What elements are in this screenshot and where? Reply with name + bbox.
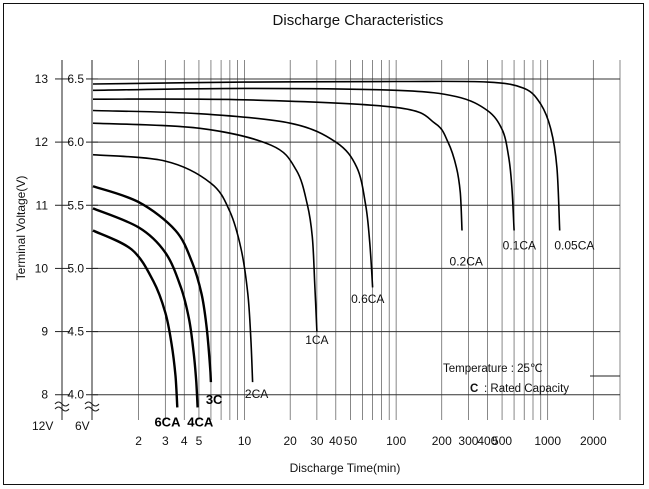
x-tick-label: 2 [135, 434, 142, 448]
x-tick-label: 200 [432, 434, 452, 448]
series-label-2ca: 2CA [245, 387, 268, 401]
axis-base-6v: 6V [75, 419, 90, 433]
y-tick-label-6v: 5.5 [67, 198, 84, 212]
series-label-4ca: 4CA [187, 414, 214, 429]
y-tick-label-6v: 6.5 [67, 72, 84, 86]
x-tick-label: 300 [458, 434, 478, 448]
y-tick-label-12v: 10 [35, 261, 49, 275]
axis-base-12v: 12V [32, 419, 53, 433]
y-tick-label-6v: 5.0 [67, 261, 84, 275]
series-label-6ca: 6CA [154, 414, 181, 429]
y-tick-label-12v: 9 [41, 325, 48, 339]
series-line-4ca [92, 207, 199, 408]
x-tick-label: 1000 [534, 434, 561, 448]
x-tick-label: 5 [196, 434, 203, 448]
series-line-1ca [92, 122, 318, 332]
y-tick-label-12v: 8 [41, 388, 48, 402]
x-tick-label: 40 [329, 434, 343, 448]
x-tick-label: 500 [492, 434, 512, 448]
y-tick-label-6v: 6.0 [67, 135, 84, 149]
x-tick-label: 2000 [580, 434, 607, 448]
y-axis-label: Terminal Voltage(V) [14, 176, 28, 281]
series [92, 80, 561, 408]
x-tick-label: 100 [386, 434, 406, 448]
capacity-key: C [470, 383, 478, 395]
y-tick-label-12v: 13 [35, 72, 49, 86]
series-line-3c [92, 185, 213, 383]
series-label-0-6ca: 0.6CA [351, 292, 384, 306]
x-axis-label: Discharge Time(min) [290, 461, 401, 475]
x-tick-label: 4 [181, 434, 188, 448]
series-line-0-05ca [92, 80, 561, 231]
y-tick-label-12v: 11 [36, 198, 49, 212]
labels: 8 9 10 11 12 13 4.0 4.5 5.0 5.5 6.0 6.5 2 3 4 5 10 20 30 40… [35, 72, 620, 448]
series-label-3c: 3C [206, 392, 223, 407]
axes [54, 60, 100, 420]
x-tick-label: 400 [477, 434, 497, 448]
series-line-0-6ca [92, 109, 374, 288]
series-line-0-1ca [92, 87, 515, 231]
grid [93, 60, 621, 420]
series-label-0-05ca: 0.05CA [554, 238, 594, 252]
capacity-note: : Rated Capacity [484, 383, 569, 395]
axis-break-mark [84, 401, 100, 407]
series-label-1ca: 1CA [305, 333, 328, 347]
y-tick-label-6v: 4.0 [67, 388, 84, 402]
x-tick-label: 3 [162, 434, 169, 448]
series-label-0-1ca: 0.1CA [503, 238, 536, 252]
series-line-2ca [92, 153, 254, 383]
x-tick-label: 50 [344, 434, 358, 448]
axis-break-mark [84, 406, 100, 412]
series-line-6ca [92, 229, 179, 408]
series-line-0-2ca [92, 98, 463, 231]
axis-break-mark [54, 401, 70, 407]
chart-title: Discharge Characteristics [273, 12, 444, 29]
y-tick-label-12v: 12 [35, 135, 49, 149]
x-tick-label: 30 [310, 434, 324, 448]
axis-break-mark [54, 406, 70, 412]
x-tick-label: 10 [238, 434, 252, 448]
x-tick-label: 20 [284, 434, 298, 448]
temperature-note: Temperature : 25℃ [443, 363, 543, 375]
series-label-0-2ca: 0.2CA [450, 254, 483, 268]
y-tick-label-6v: 4.5 [67, 325, 84, 339]
